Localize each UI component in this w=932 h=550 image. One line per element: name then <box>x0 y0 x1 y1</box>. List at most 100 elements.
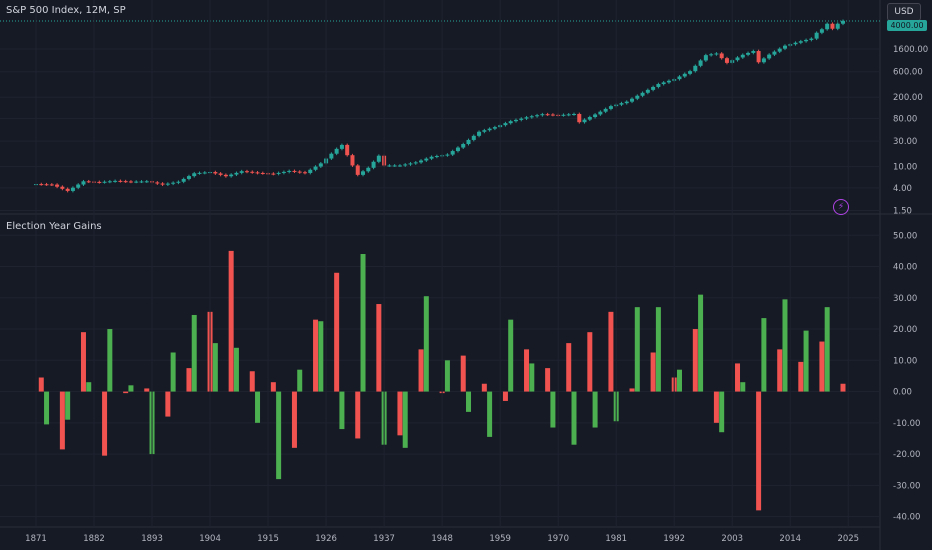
candle-body <box>645 89 650 93</box>
election-gain-bar <box>608 311 614 392</box>
candle-body <box>793 42 798 45</box>
election-gain-bar <box>466 391 472 412</box>
election-gain-bar <box>249 371 255 392</box>
election-gain-bar <box>313 319 319 392</box>
election-gain-bar <box>587 332 593 392</box>
price-tick-label: 10.00 <box>893 163 917 173</box>
candle-body <box>434 156 439 158</box>
election-gain-bar <box>676 369 682 392</box>
election-gain-bar <box>255 391 261 423</box>
election-gain-bar <box>291 391 297 448</box>
candle-body <box>424 158 429 161</box>
bar-tick-label: -10.00 <box>893 419 920 429</box>
candle-body <box>703 55 708 61</box>
candle-body <box>392 165 397 167</box>
candle-body <box>455 147 460 152</box>
candle-body <box>519 118 524 120</box>
election-gain-bar <box>713 391 719 423</box>
candle-body <box>577 113 582 123</box>
candle-body <box>572 113 576 115</box>
candle-body <box>429 156 434 159</box>
time-tick-label: 1893 <box>141 534 163 544</box>
candle-body <box>181 178 186 182</box>
candle-body <box>281 171 286 173</box>
election-gain-bar <box>571 391 577 445</box>
candle-body <box>376 155 381 162</box>
candle-body <box>229 174 234 177</box>
time-tick-label: 1882 <box>83 534 105 544</box>
price-tick-label: 80.00 <box>893 114 917 124</box>
candle-body <box>271 173 276 175</box>
price-tick-label: 1600.00 <box>893 45 928 55</box>
candle-body <box>529 116 534 118</box>
symbol-title[interactable]: S&P 500 Index, 12M, SP <box>6 5 126 16</box>
candle-body <box>107 181 112 183</box>
candle-body <box>466 139 471 145</box>
election-gain-bar <box>761 318 767 392</box>
candle-body <box>740 54 745 58</box>
bar-tick-label: 30.00 <box>893 294 917 304</box>
candle-body <box>461 144 466 148</box>
candle-body <box>714 53 719 55</box>
election-gain-bar <box>376 304 382 392</box>
candle-body <box>303 172 307 174</box>
election-gain-bar <box>819 341 825 392</box>
candle-body <box>118 180 123 182</box>
election-gain-bar <box>629 388 635 392</box>
candle-body <box>535 115 540 117</box>
candle-body <box>403 164 408 166</box>
election-gain-bar <box>824 307 830 392</box>
candle-body <box>313 166 318 170</box>
candle-body <box>113 180 118 182</box>
election-gain-bar <box>44 391 50 425</box>
indicator-title[interactable]: Election Year Gains <box>6 221 102 232</box>
price-tick-label: 30.00 <box>893 137 917 147</box>
candle-body <box>724 58 729 63</box>
time-tick-label: 2003 <box>721 534 743 544</box>
candle-body <box>361 171 366 175</box>
candle-body <box>635 95 640 99</box>
candle-body <box>735 57 740 61</box>
election-gain-bar <box>592 391 598 428</box>
candle-body <box>698 60 703 66</box>
time-tick-label: 2025 <box>837 534 859 544</box>
election-gain-bar <box>38 377 44 392</box>
candle-body <box>619 103 624 105</box>
candle-body <box>202 172 207 174</box>
candle-body <box>630 98 635 102</box>
candle-body <box>134 181 139 183</box>
candle-body <box>492 127 497 129</box>
time-tick-label: 1948 <box>431 534 453 544</box>
currency-button[interactable]: USD <box>887 3 921 21</box>
candle-body <box>171 182 176 184</box>
election-gain-bar <box>529 363 535 392</box>
candle-body <box>719 53 724 59</box>
candle-body <box>408 163 413 165</box>
candle-body <box>761 58 766 63</box>
election-gain-bar <box>107 329 113 392</box>
election-gain-bar <box>297 369 303 392</box>
time-tick-label: 1970 <box>547 534 569 544</box>
candle-body <box>756 51 761 63</box>
candle-body <box>545 114 550 116</box>
candle-body <box>123 181 128 183</box>
price-tick-label: 200.00 <box>893 93 923 103</box>
election-gain-bar <box>170 352 176 392</box>
candle-body <box>550 114 555 116</box>
candle-body <box>244 171 249 173</box>
candle-body <box>656 84 661 87</box>
election-gain-bar <box>228 250 234 392</box>
candle-body <box>825 23 830 30</box>
candle-body <box>798 41 803 43</box>
candle-body <box>445 154 450 156</box>
candle-body <box>339 144 344 149</box>
time-tick-label: 1992 <box>663 534 685 544</box>
candle-body <box>682 73 687 77</box>
election-gain-bar <box>840 383 846 392</box>
candle-body <box>297 171 302 173</box>
candle-body <box>102 181 107 183</box>
time-tick-label: 1871 <box>25 534 47 544</box>
candle-body <box>192 173 197 177</box>
lightning-icon[interactable]: ⚡ <box>833 199 849 215</box>
